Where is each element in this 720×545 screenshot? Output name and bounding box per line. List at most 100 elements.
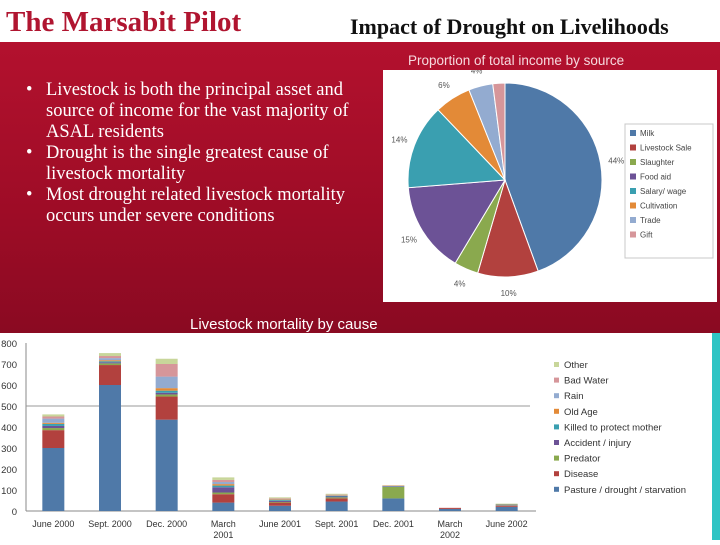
bar-legend-swatch [554,440,559,445]
y-tick-label: 500 [1,402,17,413]
bar-segment [156,364,178,377]
pie-legend-swatch [630,174,636,180]
bar-segment [212,480,234,482]
pie-legend-swatch [630,159,636,165]
bar-segment [156,394,178,396]
bar-segment [326,497,348,498]
bar-legend-label: Pasture / drought / starvation [564,485,686,496]
bar-segment [42,430,64,448]
bar-legend-label: Killed to protect mother [564,422,662,433]
bar-segment [269,501,291,502]
y-tick-label: 100 [1,486,17,497]
pie-legend-label: Milk [640,129,655,138]
bar-legend-swatch [554,409,559,414]
bar-segment [212,486,234,488]
pie-legend-label: Cultivation [640,202,677,211]
y-tick-label: 800 [1,339,17,350]
bar-segment [99,356,121,358]
bar-segment [42,424,64,426]
x-tick-label: Sept. 2001 [315,519,359,529]
pie-value-label: 2% [492,70,504,72]
bar-segment [212,493,234,495]
y-tick-label: 700 [1,360,17,371]
bar-segment [269,502,291,503]
bar-segment [156,393,178,395]
bar-segment [326,497,348,498]
bullet-list: Livestock is both the principal asset an… [20,80,365,227]
x-tick-label: Sept. 2000 [88,519,132,529]
bar-legend-label: Bad Water [564,376,609,387]
slide-title: The Marsabit Pilot [6,6,241,39]
bar-segment [496,507,518,511]
decorative-strip [712,333,720,540]
y-tick-label: 600 [1,381,17,392]
bar-segment [212,477,234,480]
bar-segment [212,482,234,484]
x-tick-label: 2002 [440,530,460,540]
pie-legend-swatch [630,130,636,136]
pie-legend-label: Slaughter [640,158,675,167]
bar-segment [326,502,348,511]
pie-value-label: 15% [401,236,417,245]
slide-subtitle: Impact of Drought on Livelihoods [350,14,669,40]
pie-value-label: 10% [501,289,517,298]
x-tick-label: March [437,519,462,529]
y-tick-label: 200 [1,465,17,476]
pie-legend-swatch [630,203,636,209]
bar-segment [156,388,178,391]
bar-legend-swatch [554,487,559,492]
pie-legend-swatch [630,145,636,151]
pie-legend-swatch [630,232,636,238]
bar-legend-label: Predator [564,454,600,465]
bar-segment [382,486,404,487]
bar-legend-label: Other [564,360,588,371]
bar-segment [99,363,121,365]
x-tick-label: 2001 [213,530,233,540]
bar-segment [439,508,461,509]
bar-segment [212,484,234,485]
y-tick-label: 0 [12,507,17,518]
bar-segment [496,506,518,507]
pie-legend-label: Gift [640,231,653,240]
title-bar: The Marsabit Pilot Impact of Drought on … [0,0,720,42]
bar-segment [99,358,121,360]
bar-segment [42,428,64,430]
bullet-item: Drought is the single greatest cause of … [20,143,365,185]
y-tick-label: 400 [1,423,17,434]
bar-legend-swatch [554,378,559,383]
bar-segment [269,506,291,511]
bar-segment [156,391,178,393]
bar-segment [269,497,291,498]
x-tick-label: June 2002 [486,519,528,529]
bar-segment [156,420,178,511]
bar-segment [326,498,348,501]
bar-legend-swatch [554,456,559,461]
bar-legend-swatch [554,471,559,476]
bar-segment [269,498,291,499]
bar-segment [212,503,234,511]
x-tick-label: Dec. 2000 [146,519,187,529]
bar-chart-title: Livestock mortality by cause [190,316,378,333]
x-tick-label: Dec. 2001 [373,519,414,529]
bar-segment [99,362,121,363]
bar-segment [156,359,178,364]
pie-legend-label: Salary/ wage [640,187,687,196]
bar-segment [269,499,291,500]
bar-legend-swatch [554,424,559,429]
bar-segment [42,417,64,419]
bullet-item: Most drought related livestock mortality… [20,185,365,227]
bar-segment [212,487,234,492]
bar-segment [156,397,178,420]
pie-value-label: 6% [438,81,450,90]
y-tick-label: 300 [1,444,17,455]
bar-legend-label: Old Age [564,407,598,418]
bar-segment [212,494,234,502]
bar-segment [42,414,64,416]
bullet-item: Livestock is both the principal asset an… [20,80,365,143]
bar-legend-swatch [554,362,559,367]
pie-value-label: 44% [608,156,624,165]
